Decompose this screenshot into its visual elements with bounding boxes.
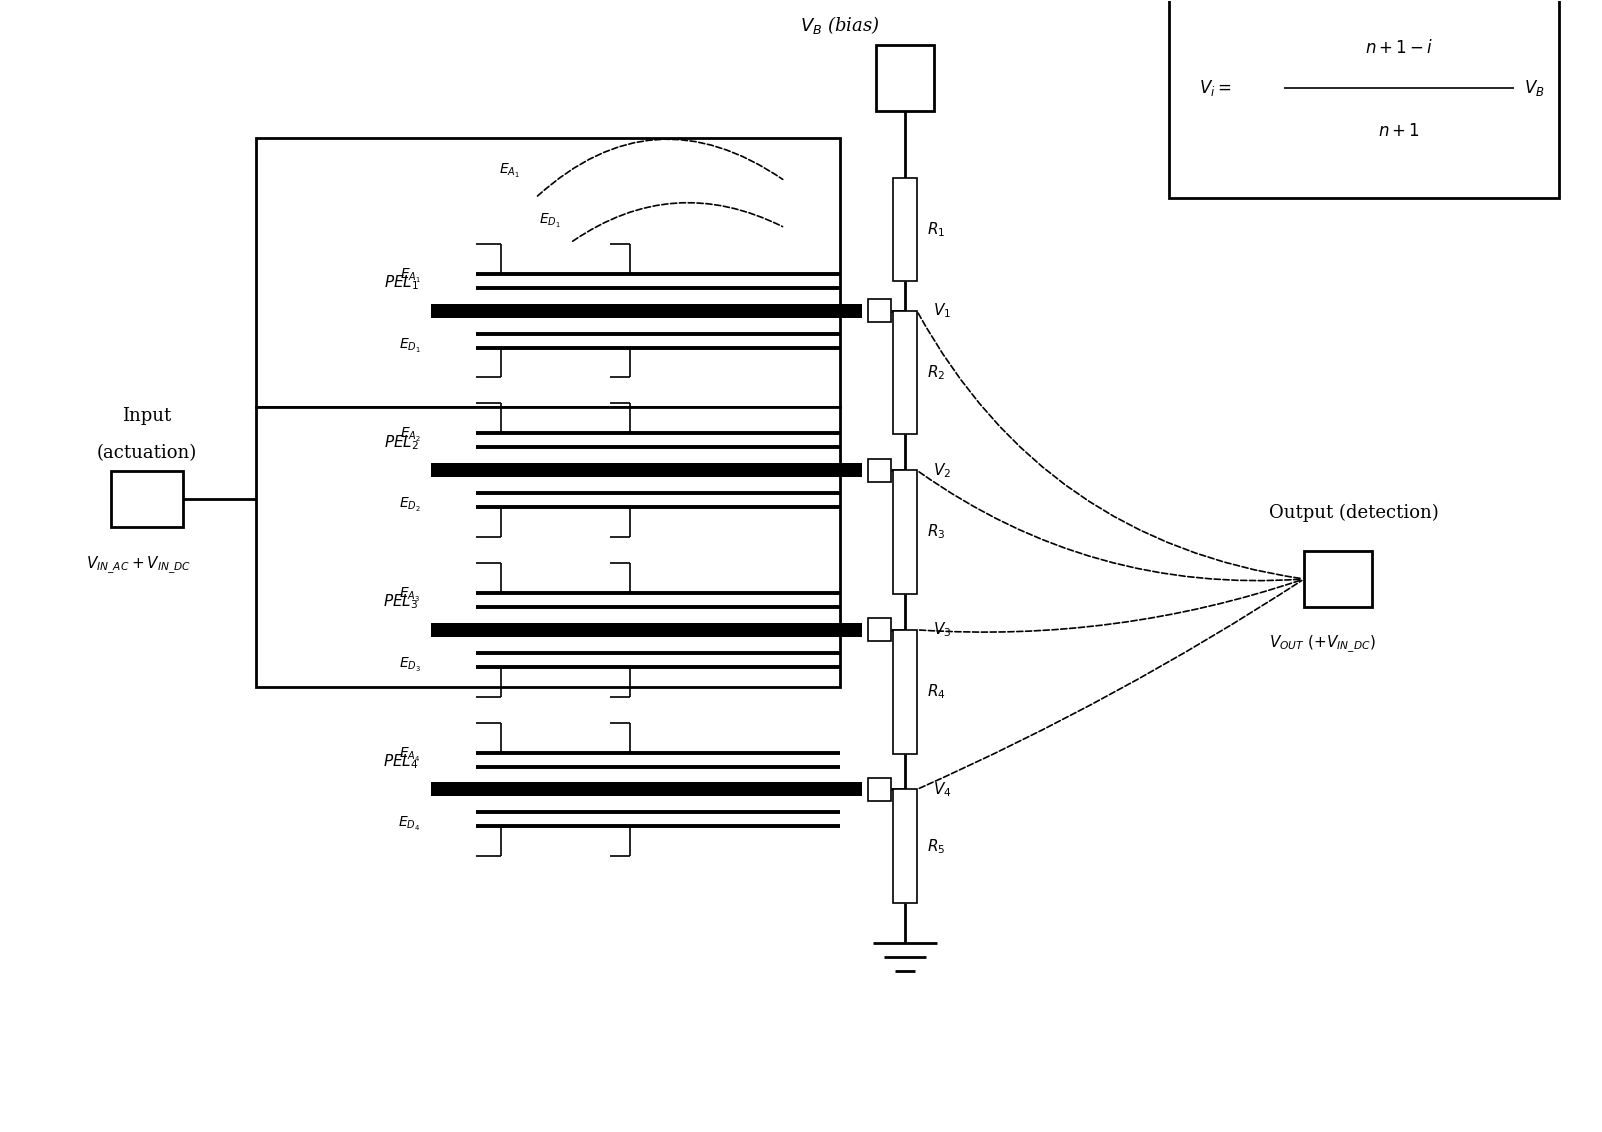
Bar bbox=[876, 45, 934, 111]
Text: $E_{A_1}$: $E_{A_1}$ bbox=[399, 267, 421, 285]
Bar bbox=[1169, 0, 1559, 198]
Bar bbox=[1304, 551, 1371, 607]
Bar bbox=[256, 408, 839, 687]
Text: (actuation): (actuation) bbox=[98, 444, 197, 462]
Text: $E_{A_4}$: $E_{A_4}$ bbox=[399, 746, 421, 764]
Bar bbox=[111, 471, 183, 528]
Text: Input: Input bbox=[122, 408, 171, 426]
Bar bbox=[431, 623, 862, 637]
Text: $V_B$: $V_B$ bbox=[1524, 78, 1544, 98]
Text: $E_{A_3}$: $E_{A_3}$ bbox=[399, 586, 421, 604]
Bar bbox=[892, 629, 916, 754]
Text: $R_2$: $R_2$ bbox=[928, 363, 945, 381]
Bar bbox=[892, 789, 916, 903]
Text: $R_1$: $R_1$ bbox=[928, 220, 945, 239]
Bar bbox=[868, 299, 891, 323]
Text: $E_{D_3}$: $E_{D_3}$ bbox=[399, 655, 421, 674]
Text: $V_4$: $V_4$ bbox=[932, 780, 952, 799]
Bar bbox=[868, 778, 891, 801]
Text: $V_i=$: $V_i=$ bbox=[1200, 78, 1232, 98]
Text: Output (detection): Output (detection) bbox=[1269, 504, 1439, 522]
Bar bbox=[892, 310, 916, 435]
Text: $PEL_3$: $PEL_3$ bbox=[383, 592, 418, 611]
Text: $V_B$ (bias): $V_B$ (bias) bbox=[799, 15, 879, 36]
Text: $V_{OUT}$ $(+V_{IN\_DC})$: $V_{OUT}$ $(+V_{IN\_DC})$ bbox=[1269, 634, 1376, 655]
Text: $n+1$: $n+1$ bbox=[1378, 122, 1419, 139]
Bar bbox=[868, 618, 891, 642]
Text: $V_3$: $V_3$ bbox=[932, 620, 952, 640]
Bar bbox=[892, 178, 916, 281]
Text: $R_3$: $R_3$ bbox=[928, 523, 945, 541]
Text: $E_{A_1}$: $E_{A_1}$ bbox=[500, 162, 521, 180]
Text: $E_{D_2}$: $E_{D_2}$ bbox=[399, 496, 421, 514]
Text: $E_{D_4}$: $E_{D_4}$ bbox=[399, 815, 421, 833]
Bar bbox=[868, 458, 891, 482]
Text: $PEL_2$: $PEL_2$ bbox=[383, 432, 418, 452]
Text: $E_{D_1}$: $E_{D_1}$ bbox=[538, 212, 561, 230]
Bar bbox=[431, 463, 862, 478]
Bar bbox=[431, 303, 862, 318]
Bar bbox=[256, 138, 839, 408]
Text: $R_4$: $R_4$ bbox=[928, 683, 945, 701]
Text: $V_2$: $V_2$ bbox=[932, 461, 952, 480]
Text: $PEL_1$: $PEL_1$ bbox=[383, 273, 418, 292]
Text: $V_1$: $V_1$ bbox=[932, 301, 952, 320]
Text: $R_5$: $R_5$ bbox=[928, 837, 945, 856]
Text: $E_{A_2}$: $E_{A_2}$ bbox=[400, 427, 421, 445]
Text: $PEL_4$: $PEL_4$ bbox=[383, 752, 418, 771]
Text: $V_{IN\_AC}+V_{IN\_DC}$: $V_{IN\_AC}+V_{IN\_DC}$ bbox=[87, 555, 192, 575]
Bar bbox=[431, 782, 862, 797]
Text: $E_{D_1}$: $E_{D_1}$ bbox=[399, 336, 421, 354]
Bar bbox=[892, 470, 916, 594]
Text: $n+1-i$: $n+1-i$ bbox=[1365, 40, 1434, 58]
